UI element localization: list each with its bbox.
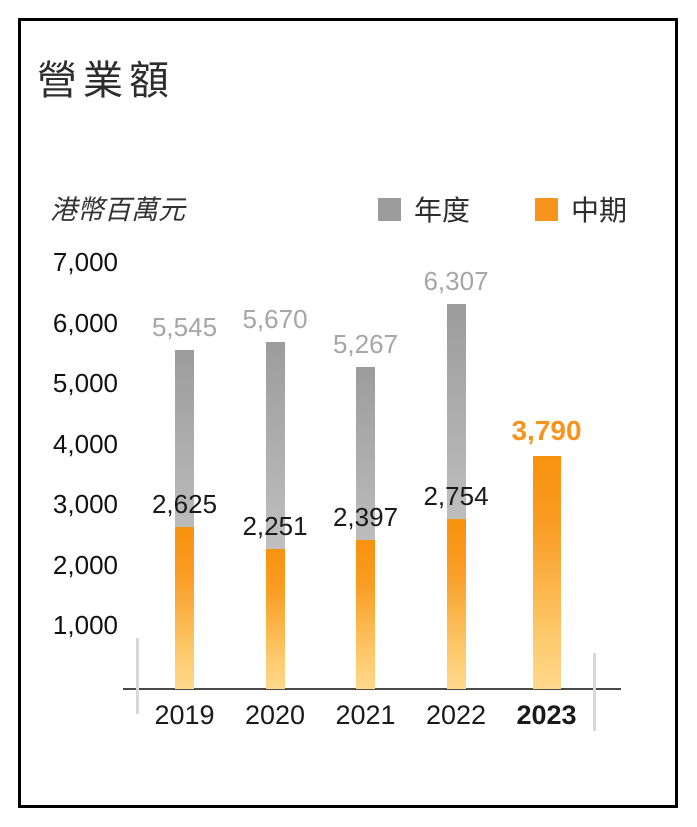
axis-end-tick-left: [136, 638, 139, 714]
legend-item-annual: 年度: [378, 189, 470, 229]
y-axis-tick-label: 3,000: [52, 489, 118, 519]
chart-title: 營業額: [37, 59, 175, 103]
y-axis-tick-label: 2,000: [52, 549, 118, 580]
annual-value-label: 5,545: [151, 312, 218, 343]
x-axis-label-2019: 2019: [154, 700, 215, 730]
interim-value-label: 2,625: [151, 488, 218, 519]
y-axis-tick-label: 1,000: [52, 610, 118, 640]
x-axis-label-2022: 2022: [425, 700, 487, 730]
bar-interim-2022: [446, 518, 466, 689]
annual-value-label: 5,267: [332, 328, 399, 359]
interim-value-label: 2,754: [423, 480, 489, 511]
y-axis-tick-label: 6,000: [52, 307, 118, 338]
x-axis-label-2020: 2020: [244, 700, 306, 730]
legend-item-interim: 中期: [535, 189, 627, 229]
y-axis-tick-label: 5,000: [52, 368, 118, 398]
x-axis-label-2021: 2021: [335, 700, 396, 730]
chart-border-frame: [18, 18, 678, 808]
y-axis-tick-label: 7,000: [52, 247, 118, 277]
bar-interim-2023: [532, 456, 561, 689]
bar-interim-2021: [356, 540, 375, 689]
annual-value-label: 5,670: [242, 304, 308, 335]
bar-interim-2020: [265, 549, 285, 689]
interim-value-label: 2,397: [332, 502, 399, 533]
legend-swatch-annual-icon: [378, 197, 401, 221]
x-axis-line: [123, 688, 621, 690]
interim-value-label: 3,790: [511, 415, 582, 447]
x-axis-label-2023: 2023: [516, 700, 577, 730]
interim-value-label: 2,251: [242, 511, 308, 542]
annual-value-label: 6,307: [423, 265, 489, 296]
bar-interim-2019: [175, 526, 194, 689]
legend-label-interim: 中期: [571, 195, 628, 226]
y-axis-unit-label: 港幣百萬元: [50, 195, 185, 225]
axis-end-tick-right: [593, 653, 596, 731]
y-axis-tick-label: 4,000: [52, 428, 118, 459]
legend-label-annual: 年度: [414, 195, 471, 226]
legend-swatch-interim-icon: [535, 197, 558, 221]
